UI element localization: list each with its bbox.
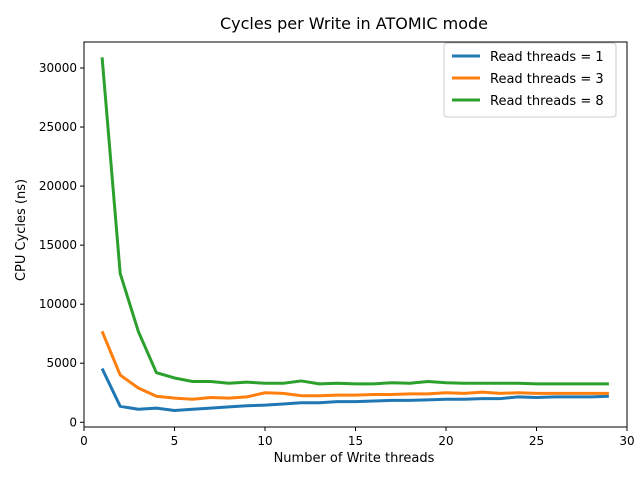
legend-label-1: Read threads = 1 — [490, 50, 604, 65]
y-axis-label: CPU Cycles (ns) — [14, 179, 29, 281]
y-tick-label-0: 0 — [69, 415, 77, 429]
y-tick-label-10000: 10000 — [39, 297, 77, 311]
x-tick-label-30: 30 — [619, 434, 634, 448]
x-tick-label-0: 0 — [80, 434, 88, 448]
axes-layer: 0 5 10 15 20 25 30 0 5000 10000 15000 20000 25000 300… — [39, 41, 635, 448]
legend: Read threads = 1 Read threads = 3 Read thr… — [443, 42, 617, 118]
x-tick-label-5: 5 — [171, 434, 179, 448]
series-line-2 — [100, 330, 609, 401]
legend-box — [443, 42, 617, 118]
x-axis-label: Number of Write threads — [274, 451, 435, 466]
x-tick-label-25: 25 — [529, 434, 544, 448]
x-tick-label-15: 15 — [348, 434, 363, 448]
series-line-1 — [100, 367, 609, 412]
series-layer — [100, 57, 609, 412]
x-tick-label-20: 20 — [438, 434, 453, 448]
series-line-3 — [100, 57, 609, 386]
y-tick-label-25000: 25000 — [39, 120, 77, 134]
y-tick-label-20000: 20000 — [39, 179, 77, 193]
legend-label-3: Read threads = 8 — [490, 94, 604, 109]
y-tick-label-15000: 15000 — [39, 238, 77, 252]
x-tick-label-10: 10 — [257, 434, 272, 448]
chart-title: Cycles per Write in ATOMIC mode — [220, 14, 488, 33]
y-tick-label-5000: 5000 — [46, 356, 77, 370]
legend-label-2: Read threads = 3 — [490, 72, 604, 87]
y-tick-label-30000: 30000 — [39, 61, 77, 75]
